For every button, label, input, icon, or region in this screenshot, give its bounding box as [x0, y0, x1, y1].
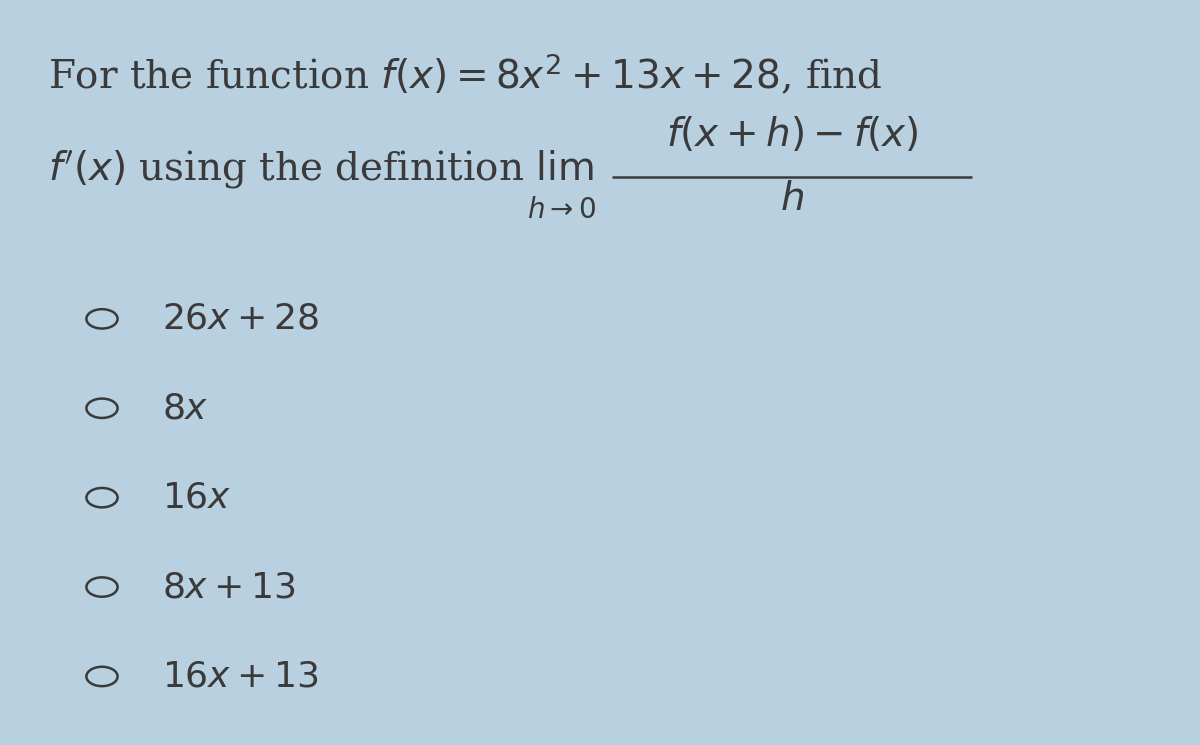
Text: $16x$: $16x$	[162, 481, 232, 515]
Text: $8x + 13$: $8x + 13$	[162, 570, 296, 604]
Text: $f(x + h) - f(x)$: $f(x + h) - f(x)$	[666, 115, 918, 154]
Text: $8x$: $8x$	[162, 391, 209, 425]
Text: $26x + 28$: $26x + 28$	[162, 302, 319, 336]
Text: For the function $f(x) = 8x^2 + 13x + 28$, find: For the function $f(x) = 8x^2 + 13x + 28…	[48, 52, 883, 98]
Text: $16x + 13$: $16x + 13$	[162, 659, 319, 694]
Text: $h$: $h$	[780, 181, 804, 218]
Text: $h{\rightarrow}0$: $h{\rightarrow}0$	[527, 197, 596, 224]
Text: $f'(x)$ using the definition $\lim$: $f'(x)$ using the definition $\lim$	[48, 149, 594, 191]
